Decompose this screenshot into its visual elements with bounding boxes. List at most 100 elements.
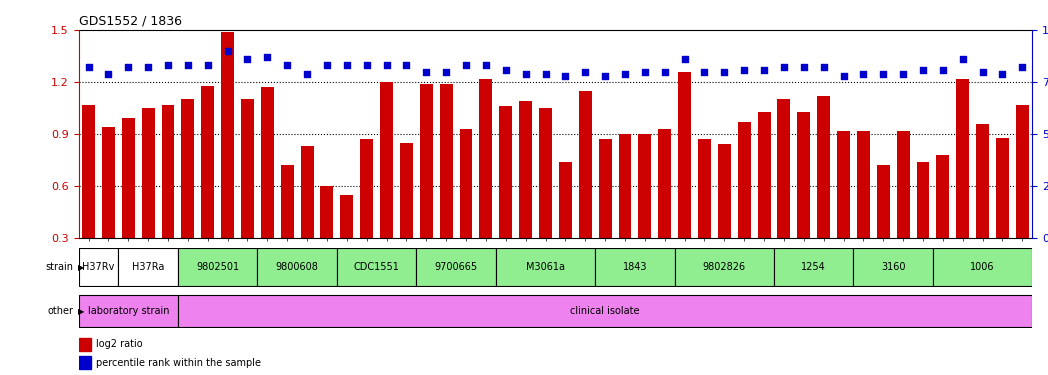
Point (776, 64, 792, 70)
Point (576, 69, 593, 75)
Bar (1016, 105, 1029, 238)
Bar (658, 129, 671, 238)
Bar (774, 248, 853, 286)
Point (736, 66, 752, 72)
Point (656, 69, 673, 75)
Point (696, 69, 713, 75)
Text: clinical isolate: clinical isolate (570, 306, 640, 316)
Point (219, 48, 236, 54)
Bar (678, 72, 691, 238)
Bar (440, 84, 453, 238)
Point (438, 69, 455, 75)
Bar (341, 195, 353, 238)
Bar (178, 295, 1032, 327)
Point (80, 64, 96, 70)
Bar (738, 122, 750, 238)
Bar (496, 248, 595, 286)
Bar (361, 139, 373, 238)
Text: 9802826: 9802826 (703, 262, 746, 272)
Bar (118, 248, 178, 286)
Bar (598, 139, 612, 238)
Point (756, 66, 772, 72)
Bar (718, 144, 730, 238)
Bar (638, 134, 651, 238)
Bar (539, 108, 552, 238)
Bar (499, 106, 512, 238)
Bar (201, 86, 214, 238)
Point (935, 66, 952, 72)
Point (716, 69, 733, 75)
Point (339, 62, 355, 68)
Bar (996, 138, 1009, 238)
Bar (178, 248, 258, 286)
Text: 9700665: 9700665 (435, 262, 478, 272)
Point (975, 69, 991, 75)
Bar (400, 143, 413, 238)
Bar (837, 130, 850, 238)
Bar (141, 108, 155, 238)
Bar (336, 248, 416, 286)
Bar (122, 118, 135, 238)
Point (159, 62, 176, 68)
Bar (261, 87, 274, 238)
Point (378, 62, 395, 68)
Point (538, 71, 554, 77)
Point (636, 69, 653, 75)
Bar (321, 186, 333, 238)
Bar (460, 129, 473, 238)
Point (398, 62, 415, 68)
Text: log2 ratio: log2 ratio (95, 339, 143, 349)
Point (915, 66, 932, 72)
Point (795, 64, 812, 70)
Point (279, 62, 296, 68)
Bar (479, 79, 493, 238)
Bar (102, 127, 115, 238)
Bar (578, 91, 592, 238)
Bar (301, 146, 313, 238)
Text: H37Rv: H37Rv (83, 262, 114, 272)
Bar (161, 105, 174, 238)
Bar (595, 248, 675, 286)
Point (676, 56, 693, 62)
Bar (416, 248, 496, 286)
Bar (79, 248, 118, 286)
Bar (258, 248, 336, 286)
Point (418, 69, 435, 75)
Bar (698, 139, 711, 238)
Bar (877, 165, 890, 238)
Point (518, 71, 534, 77)
Bar (281, 165, 293, 238)
Bar (79, 338, 91, 351)
Point (556, 73, 573, 79)
Bar (778, 99, 790, 238)
Point (139, 64, 156, 70)
Point (835, 73, 852, 79)
Bar (181, 99, 194, 238)
Bar (675, 248, 774, 286)
Text: 1006: 1006 (970, 262, 995, 272)
Point (119, 64, 136, 70)
Bar (559, 162, 572, 238)
Point (815, 64, 832, 70)
Text: CDC1551: CDC1551 (353, 262, 399, 272)
Text: 9802501: 9802501 (196, 262, 239, 272)
Text: M3061a: M3061a (526, 262, 565, 272)
Text: GDS1552 / 1836: GDS1552 / 1836 (79, 15, 181, 27)
Point (358, 62, 375, 68)
Text: 1843: 1843 (623, 262, 648, 272)
Bar (798, 111, 810, 238)
Bar (853, 248, 933, 286)
Point (498, 66, 515, 72)
Bar (817, 96, 830, 238)
Bar (857, 130, 870, 238)
Bar (380, 82, 393, 238)
Bar (956, 79, 969, 238)
Point (259, 54, 276, 60)
Point (895, 71, 912, 77)
Text: 9800608: 9800608 (276, 262, 319, 272)
Point (596, 73, 613, 79)
Bar (221, 32, 234, 238)
Text: ▶: ▶ (78, 263, 84, 272)
Point (855, 71, 872, 77)
Bar (82, 105, 95, 238)
